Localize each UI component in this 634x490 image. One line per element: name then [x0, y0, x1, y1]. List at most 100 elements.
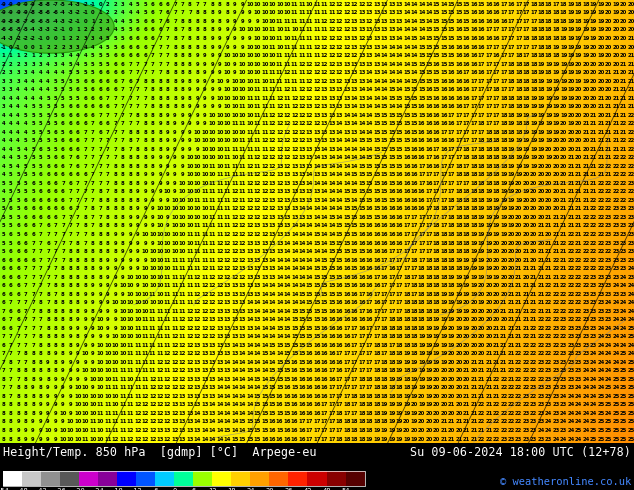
Text: 23: 23: [583, 343, 590, 348]
Text: 16: 16: [448, 70, 455, 75]
Text: 22: 22: [508, 368, 515, 373]
Text: 15: 15: [343, 190, 351, 195]
Text: 14: 14: [276, 283, 283, 288]
Text: 11: 11: [291, 19, 299, 24]
Text: 9: 9: [136, 258, 139, 263]
Text: 19: 19: [433, 360, 440, 365]
Text: 9: 9: [91, 334, 94, 339]
Text: 14: 14: [336, 206, 343, 212]
Text: 18: 18: [493, 155, 500, 160]
Text: 24: 24: [583, 419, 590, 424]
Text: 8: 8: [143, 164, 147, 169]
Text: 15: 15: [299, 360, 306, 365]
Text: 8: 8: [128, 206, 132, 212]
Text: 9: 9: [54, 428, 57, 433]
Text: 10: 10: [74, 419, 82, 424]
Text: 9: 9: [165, 147, 169, 152]
Text: 23: 23: [500, 437, 507, 441]
Text: 16: 16: [433, 164, 440, 169]
Text: 17: 17: [351, 402, 358, 407]
Text: 14: 14: [336, 172, 343, 177]
Text: 9: 9: [106, 300, 110, 305]
Text: 10: 10: [186, 181, 193, 186]
Text: 9: 9: [165, 164, 169, 169]
Text: 20: 20: [425, 428, 433, 433]
Text: 22: 22: [538, 343, 545, 348]
Text: -4: -4: [68, 2, 74, 7]
Text: 21: 21: [627, 96, 634, 100]
Text: 24: 24: [575, 386, 582, 391]
Text: 18: 18: [396, 326, 403, 331]
Text: 18: 18: [418, 309, 425, 314]
Text: 12: 12: [336, 53, 343, 58]
Text: 8: 8: [16, 386, 20, 391]
Text: 8: 8: [68, 300, 72, 305]
Text: 14: 14: [343, 181, 351, 186]
Text: 18: 18: [403, 326, 410, 331]
Text: 18: 18: [366, 402, 373, 407]
Text: 8: 8: [61, 266, 65, 271]
Text: 11: 11: [157, 351, 164, 356]
Text: 18: 18: [388, 386, 396, 391]
Text: 9: 9: [39, 377, 42, 382]
Text: 20: 20: [552, 155, 560, 160]
Text: 14: 14: [328, 206, 335, 212]
Text: 20: 20: [605, 87, 612, 92]
Text: 13: 13: [336, 87, 343, 92]
Bar: [269, 471, 288, 486]
Text: 20: 20: [560, 172, 567, 177]
Text: 9: 9: [46, 394, 50, 399]
Text: 10: 10: [254, 27, 261, 32]
Text: 20: 20: [605, 78, 612, 84]
Text: 19: 19: [545, 130, 552, 135]
Text: 17: 17: [336, 428, 343, 433]
Text: 3: 3: [1, 104, 5, 109]
Text: 11: 11: [126, 402, 134, 407]
Text: 12: 12: [194, 351, 201, 356]
Text: 19: 19: [477, 249, 485, 254]
Text: 6: 6: [136, 45, 139, 49]
Text: 7: 7: [91, 223, 94, 228]
Text: 8: 8: [9, 360, 13, 365]
Text: 18: 18: [500, 164, 508, 169]
Text: 14: 14: [403, 53, 410, 58]
Text: 19: 19: [582, 19, 590, 24]
Text: 17: 17: [477, 53, 485, 58]
Text: 17: 17: [425, 190, 433, 195]
Text: 14: 14: [388, 53, 396, 58]
Text: 21: 21: [627, 87, 634, 92]
Text: 22: 22: [627, 147, 634, 152]
Text: 13: 13: [194, 394, 201, 399]
Text: 0: 0: [68, 27, 72, 32]
Text: 19: 19: [410, 368, 418, 373]
Text: 11: 11: [283, 96, 291, 100]
Text: 11: 11: [194, 266, 201, 271]
Text: 21: 21: [477, 360, 485, 365]
Text: 15: 15: [380, 138, 388, 143]
Text: 23: 23: [627, 215, 634, 220]
Text: 14: 14: [313, 181, 321, 186]
Text: 19: 19: [463, 309, 470, 314]
Text: 20: 20: [605, 19, 612, 24]
Text: 24: 24: [575, 402, 582, 407]
Text: 12: 12: [299, 138, 306, 143]
Text: 8: 8: [165, 78, 169, 84]
Text: 8: 8: [195, 45, 199, 49]
Text: 8: 8: [151, 130, 155, 135]
Text: 2: 2: [76, 36, 80, 41]
Text: 4: 4: [9, 155, 13, 160]
Text: 6: 6: [98, 121, 102, 126]
Text: 18: 18: [227, 488, 236, 490]
Text: 10: 10: [171, 206, 179, 212]
Text: 18: 18: [343, 437, 351, 441]
Text: 24: 24: [627, 317, 634, 322]
Text: 9: 9: [218, 27, 222, 32]
Text: 12: 12: [208, 488, 217, 490]
Text: 2: 2: [106, 10, 110, 16]
Text: 24: 24: [545, 428, 552, 433]
Text: 18: 18: [455, 232, 463, 237]
Text: 21: 21: [627, 36, 634, 41]
Text: 9: 9: [158, 121, 162, 126]
Text: 21: 21: [485, 386, 493, 391]
Text: 19: 19: [590, 10, 597, 16]
